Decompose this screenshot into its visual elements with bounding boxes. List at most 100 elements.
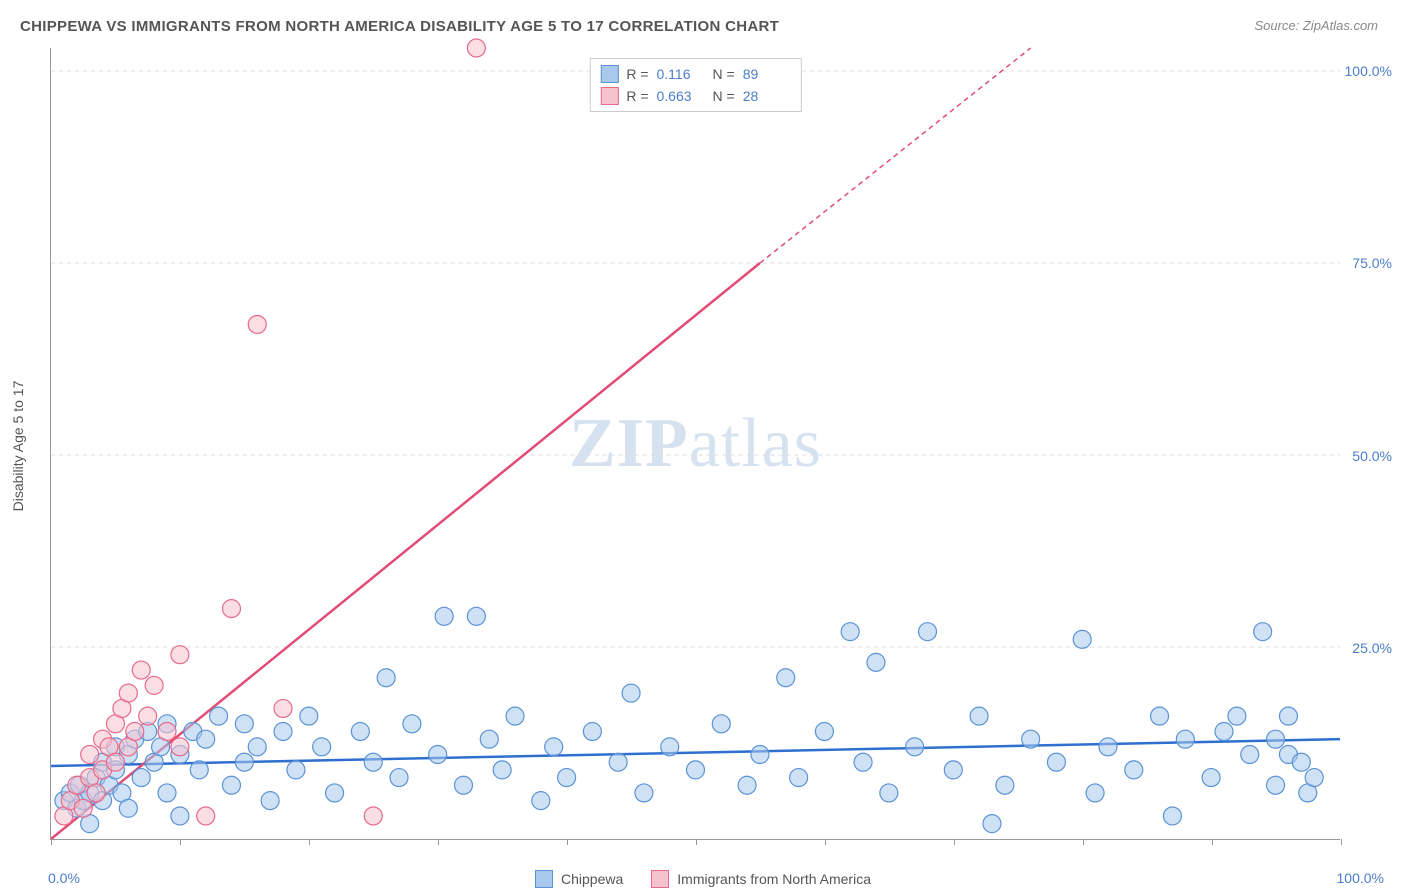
data-point — [983, 815, 1001, 833]
data-point — [210, 707, 228, 725]
data-point — [712, 715, 730, 733]
data-point — [661, 738, 679, 756]
data-point — [377, 669, 395, 687]
data-point — [158, 784, 176, 802]
data-point — [87, 784, 105, 802]
x-tick — [567, 839, 568, 845]
legend-swatch-immigrants — [651, 870, 669, 888]
x-tick — [309, 839, 310, 845]
data-point — [506, 707, 524, 725]
data-point — [622, 684, 640, 702]
data-point — [145, 676, 163, 694]
n-value-2: 28 — [743, 88, 791, 104]
data-point — [119, 684, 137, 702]
data-point — [74, 799, 92, 817]
data-point — [171, 738, 189, 756]
scatter-svg — [51, 48, 1340, 839]
data-point — [467, 39, 485, 57]
data-point — [364, 753, 382, 771]
x-tick — [825, 839, 826, 845]
data-point — [867, 653, 885, 671]
data-point — [126, 722, 144, 740]
data-point — [81, 746, 99, 764]
swatch-immigrants — [600, 87, 618, 105]
data-point — [390, 769, 408, 787]
data-point — [261, 792, 279, 810]
data-point — [1099, 738, 1117, 756]
data-point — [1125, 761, 1143, 779]
data-point — [1073, 630, 1091, 648]
data-point — [493, 761, 511, 779]
data-point — [880, 784, 898, 802]
data-point — [545, 738, 563, 756]
data-point — [248, 738, 266, 756]
data-point — [326, 784, 344, 802]
data-point — [429, 746, 447, 764]
source-attribution: Source: ZipAtlas.com — [1254, 18, 1378, 33]
data-point — [1163, 807, 1181, 825]
r-label-2: R = — [626, 88, 648, 104]
bottom-legend: Chippewa Immigrants from North America — [535, 870, 871, 888]
data-point — [1022, 730, 1040, 748]
data-point — [235, 753, 253, 771]
data-point — [1215, 722, 1233, 740]
data-point — [480, 730, 498, 748]
r-label-1: R = — [626, 66, 648, 82]
y-tick-label: 75.0% — [1352, 255, 1392, 271]
data-point — [777, 669, 795, 687]
data-point — [1254, 623, 1272, 641]
data-point — [190, 761, 208, 779]
data-point — [919, 623, 937, 641]
data-point — [197, 807, 215, 825]
data-point — [364, 807, 382, 825]
stats-row-immigrants: R = 0.663 N = 28 — [600, 85, 790, 107]
r-value-1: 0.116 — [657, 66, 705, 82]
data-point — [454, 776, 472, 794]
legend-swatch-chippewa — [535, 870, 553, 888]
data-point — [274, 699, 292, 717]
data-point — [119, 799, 137, 817]
data-point — [583, 722, 601, 740]
data-point — [1267, 730, 1285, 748]
data-point — [609, 753, 627, 771]
data-point — [403, 715, 421, 733]
data-point — [139, 707, 157, 725]
x-max-label: 100.0% — [1337, 870, 1384, 886]
data-point — [1176, 730, 1194, 748]
data-point — [790, 769, 808, 787]
data-point — [687, 761, 705, 779]
data-point — [106, 753, 124, 771]
data-point — [532, 792, 550, 810]
data-point — [197, 730, 215, 748]
data-point — [171, 807, 189, 825]
data-point — [841, 623, 859, 641]
data-point — [996, 776, 1014, 794]
n-label-2: N = — [713, 88, 735, 104]
data-point — [132, 661, 150, 679]
data-point — [1202, 769, 1220, 787]
data-point — [1241, 746, 1259, 764]
x-tick — [1212, 839, 1213, 845]
legend-item-chippewa: Chippewa — [535, 870, 623, 888]
data-point — [1267, 776, 1285, 794]
data-point — [300, 707, 318, 725]
x-tick — [438, 839, 439, 845]
data-point — [313, 738, 331, 756]
data-point — [274, 722, 292, 740]
data-point — [287, 761, 305, 779]
data-point — [1086, 784, 1104, 802]
n-label-1: N = — [713, 66, 735, 82]
x-tick — [1341, 839, 1342, 845]
swatch-chippewa — [600, 65, 618, 83]
x-tick — [954, 839, 955, 845]
data-point — [435, 607, 453, 625]
data-point — [248, 315, 266, 333]
data-point — [1292, 753, 1310, 771]
legend-label-chippewa: Chippewa — [561, 871, 623, 887]
data-point — [906, 738, 924, 756]
y-tick-label: 25.0% — [1352, 640, 1392, 656]
data-point — [944, 761, 962, 779]
data-point — [158, 722, 176, 740]
data-point — [854, 753, 872, 771]
y-axis-label: Disability Age 5 to 17 — [10, 381, 26, 512]
